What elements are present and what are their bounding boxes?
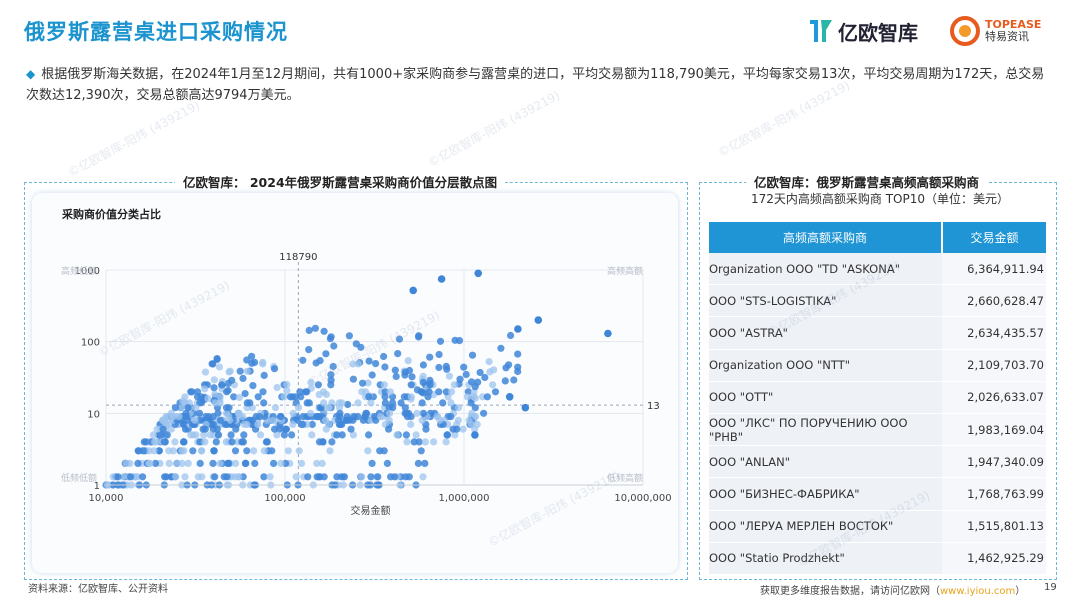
table-panel: 亿欧智库：俄罗斯露营桌高频高额采购商 [699, 172, 1057, 580]
iyiou-logo-icon [810, 20, 832, 42]
scatter-card [32, 193, 678, 573]
buyer-amount: 1,768,763.99 [942, 477, 1046, 511]
diamond-bullet-icon: ◆ [26, 67, 36, 81]
scatter-panel-title: 亿欧智库： 2024年俄罗斯露营桌采购商价值分层散点图 [175, 172, 506, 191]
footer-cta-text: 获取更多维度报告数据，请访问亿欧网（ [760, 586, 940, 597]
topease-logo: TOPEASE 特易资讯 [950, 16, 1041, 46]
page-number: 19 [1044, 582, 1057, 593]
buyer-amount: 2,660,628.47 [942, 284, 1046, 318]
topease-logo-line2: 特易资讯 [985, 30, 1029, 43]
buyer-amount: 1,462,925.29 [942, 542, 1046, 575]
table-row: OOO "Statio Prodzhekt" 1,462,925.29 [709, 542, 1046, 575]
table-body: Organization OOO "TD "ASKONA" 6,364,911.9… [709, 253, 1046, 575]
table-panel-title: 亿欧智库：俄罗斯露营桌高频高额采购商 [746, 172, 988, 191]
table-row: ООО "ЛКС" ПО ПОРУЧЕНИЮ ООО "РНВ" 1,983,16… [709, 413, 1046, 447]
scatter-subtitle: 采购商价值分类占比 [62, 208, 161, 221]
table-row: OOO "ASTRA" 2,634,435.57 [709, 316, 1046, 350]
table-row: OOO "OTT" 2,026,633.07 [709, 381, 1046, 414]
buyer-name: OOO "ASTRA" [709, 316, 942, 350]
table-row: OOO "STS-LOGISTIKA" 2,660,628.47 [709, 284, 1046, 318]
footer-link[interactable]: www.iyiou.com [940, 586, 1016, 597]
summary-text: 根据俄罗斯海关数据，在2024年1月至12月期间，共有1000+家采购商参与露营… [26, 67, 1045, 103]
table-row: Organization OOO "NTT" 2,109,703.70 [709, 349, 1046, 382]
topease-logo-icon [950, 16, 980, 46]
table-row: ООО "БИЗНЕС-ФАБРИКА" 1,768,763.99 [709, 477, 1046, 511]
watermark: ©亿欧智库-阳炜 (439219) [65, 98, 203, 180]
buyer-name: ООО "ЛКС" ПО ПОРУЧЕНИЮ ООО "РНВ" [709, 413, 942, 447]
table-header-amount: 交易金额 [942, 222, 1046, 253]
table-row: ООО "ЛЕРУА МЕРЛЕН ВОСТОК" 1,515,801.13 [709, 510, 1046, 543]
buyer-name: OOO "ANLAN" [709, 445, 942, 479]
table-row: Organization OOO "TD "ASKONA" 6,364,911.9… [709, 253, 1046, 286]
buyer-amount: 1,983,169.04 [942, 413, 1046, 447]
buyer-amount: 1,947,340.09 [942, 445, 1046, 479]
buyer-name: ООО "ЛЕРУА МЕРЛЕН ВОСТОК" [709, 510, 942, 543]
buyer-name: Organization OOO "TD "ASKONA" [709, 253, 942, 286]
buyer-amount: 2,026,633.07 [942, 381, 1046, 414]
footer-cta-end: ） [1015, 586, 1026, 597]
table-subtitle: 172天内高频高额采购商 TOP10（单位：美元） [750, 192, 1009, 206]
buyer-name: Organization OOO "NTT" [709, 349, 942, 382]
buyer-name: ООО "БИЗНЕС-ФАБРИКА" [709, 477, 942, 511]
buyer-name: OOO "STS-LOGISTIKA" [709, 284, 942, 318]
iyiou-logo: 亿欧智库 [808, 16, 918, 46]
footer-cta: 获取更多维度报告数据，请访问亿欧网（www.iyiou.com） [760, 582, 1025, 597]
table-header-row: 高频高额采购商 交易金额 [709, 222, 1046, 253]
iyiou-logo-text: 亿欧智库 [838, 20, 918, 45]
scatter-panel: 亿欧智库： 2024年俄罗斯露营桌采购商价值分层散点图 [24, 172, 688, 580]
top10-table: 高频高额采购商 交易金额 Organization OOO "TD "ASKON… [709, 222, 1046, 575]
page-title: 俄罗斯露营桌进口采购情况 [24, 20, 288, 44]
table-header-buyer: 高频高额采购商 [709, 222, 943, 253]
topease-logo-line1: TOPEASE [985, 18, 1042, 31]
table-row: OOO "ANLAN" 1,947,340.09 [709, 445, 1046, 479]
buyer-amount: 6,364,911.94 [942, 253, 1046, 286]
buyer-name: OOO "OTT" [709, 381, 942, 414]
buyer-name: OOO "Statio Prodzhekt" [709, 542, 942, 575]
summary-paragraph: ◆ 根据俄罗斯海关数据，在2024年1月至12月期间，共有1000+家采购商参与露… [26, 64, 1056, 106]
buyer-amount: 2,634,435.57 [942, 316, 1046, 350]
buyer-amount: 2,109,703.70 [942, 349, 1046, 382]
source-note: 资料来源：亿欧智库、公开资料 [28, 584, 168, 595]
buyer-amount: 1,515,801.13 [942, 510, 1046, 543]
